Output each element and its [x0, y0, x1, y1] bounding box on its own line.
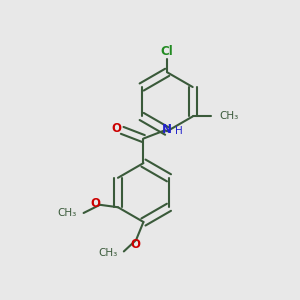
- Text: CH₃: CH₃: [98, 248, 117, 258]
- Text: H: H: [175, 126, 182, 136]
- Text: O: O: [130, 238, 140, 251]
- Text: O: O: [112, 122, 122, 135]
- Text: Cl: Cl: [161, 45, 174, 58]
- Text: CH₃: CH₃: [57, 208, 76, 218]
- Text: N: N: [162, 123, 172, 136]
- Text: O: O: [90, 197, 100, 211]
- Text: CH₃: CH₃: [220, 111, 239, 121]
